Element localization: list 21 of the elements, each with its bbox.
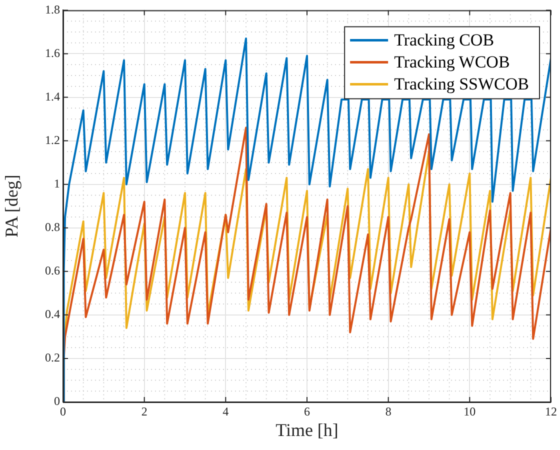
y-tick-label: 0 xyxy=(54,394,60,408)
legend-label: Tracking COB xyxy=(394,30,494,50)
y-tick-label: 0.6 xyxy=(45,264,60,278)
x-tick-label: 12 xyxy=(545,404,557,418)
x-tick-label: 8 xyxy=(385,404,392,418)
y-tick-label: 0.4 xyxy=(45,307,60,322)
y-tick-label: 1.8 xyxy=(45,2,60,16)
y-tick-label: 1.4 xyxy=(45,89,60,104)
y-tick-label: 0.2 xyxy=(45,350,60,365)
y-tick-label: 1.6 xyxy=(45,46,60,60)
x-tick-label: 10 xyxy=(464,404,476,418)
y-axis-title: PA [deg] xyxy=(2,174,22,238)
x-axis-title: Time [h] xyxy=(276,420,338,440)
x-tick-label: 2 xyxy=(141,404,148,418)
legend-label: Tracking SSWCOB xyxy=(394,74,529,94)
y-tick-label: 1 xyxy=(54,176,60,190)
y-tick-label: 0.8 xyxy=(45,220,60,234)
legend-label: Tracking WCOB xyxy=(394,52,510,72)
x-tick-label: 4 xyxy=(222,404,229,418)
y-tick-label: 1.2 xyxy=(45,132,60,147)
x-tick-label: 6 xyxy=(304,404,310,418)
